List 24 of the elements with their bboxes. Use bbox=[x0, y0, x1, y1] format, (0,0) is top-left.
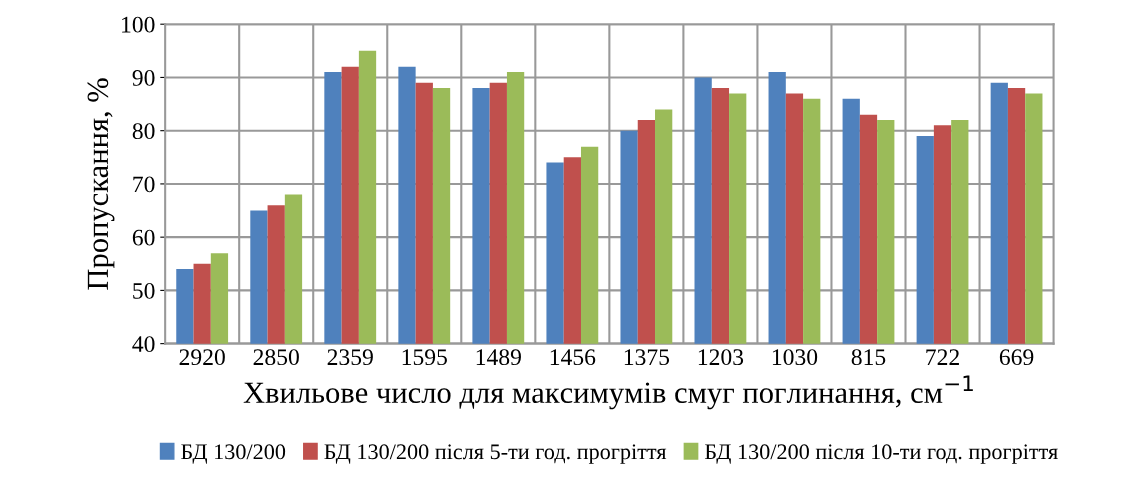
x-tick-label: 1456 bbox=[550, 349, 596, 366]
y-tick-label: 90 bbox=[132, 69, 155, 86]
x-tick-label: 2920 bbox=[179, 349, 225, 366]
x-tick-label: 1375 bbox=[624, 349, 670, 366]
y-tick-label: 80 bbox=[132, 123, 155, 140]
x-tick-label: 1030 bbox=[772, 349, 818, 366]
y-tick-label: 50 bbox=[133, 282, 155, 299]
y-tick-label: 70 bbox=[133, 176, 155, 193]
y-tick-label: 40 bbox=[132, 336, 155, 353]
y-tick-label: 60 bbox=[132, 229, 155, 246]
y-tick-label: 100 bbox=[122, 16, 155, 33]
legend-label: БД 130/200 bbox=[181, 444, 286, 464]
x-axis-title: Хвильове число для максимумів смуг поглинання, см$^{−1}$ bbox=[243, 375, 973, 410]
x-tick-label: 722 bbox=[926, 349, 959, 365]
x-tick-label: 2359 bbox=[327, 349, 373, 366]
y-axis-title: Пропускання, % bbox=[87, 78, 115, 290]
x-tick-label: 815 bbox=[851, 349, 886, 366]
legend-label: БД 130/200 після 10-ти год. прогріття bbox=[704, 444, 1058, 464]
x-tick-label: 669 bbox=[999, 349, 1034, 366]
x-tick-label: 1489 bbox=[476, 349, 521, 366]
x-tick-label: 1203 bbox=[698, 349, 744, 366]
legend-label: БД 130/200 після 5-ти год. прогріття bbox=[324, 444, 667, 464]
x-tick-label: 1595 bbox=[402, 349, 447, 366]
x-tick-label: 2850 bbox=[253, 349, 299, 366]
